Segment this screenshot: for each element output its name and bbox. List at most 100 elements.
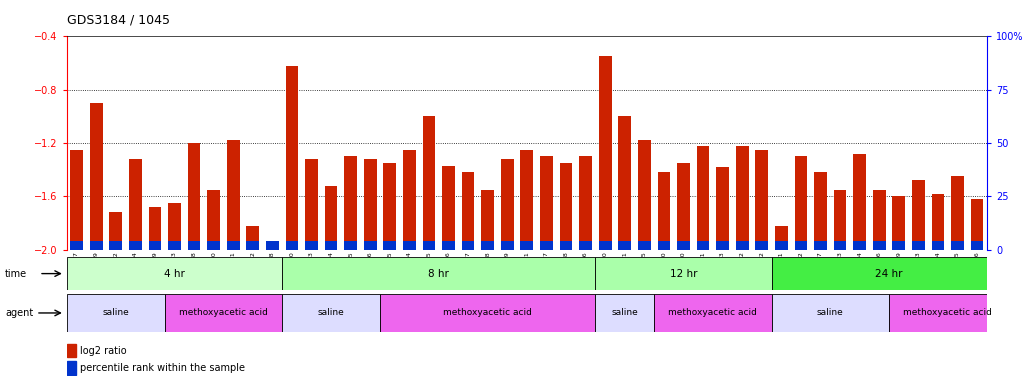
Bar bbox=[266, 241, 279, 250]
Bar bbox=[325, 186, 337, 250]
Bar bbox=[775, 241, 787, 250]
Bar bbox=[520, 241, 534, 250]
Bar bbox=[364, 241, 376, 250]
Bar bbox=[598, 241, 612, 250]
Bar bbox=[717, 167, 729, 250]
Bar bbox=[697, 146, 709, 250]
Bar bbox=[227, 241, 240, 250]
Bar bbox=[149, 241, 161, 250]
Bar bbox=[912, 241, 925, 250]
Text: agent: agent bbox=[5, 308, 33, 318]
Bar bbox=[775, 226, 787, 250]
Bar bbox=[462, 241, 475, 250]
Bar bbox=[70, 241, 83, 250]
Bar bbox=[67, 257, 282, 290]
Bar bbox=[149, 207, 161, 250]
Bar bbox=[89, 241, 103, 250]
Bar bbox=[795, 241, 807, 250]
Bar bbox=[736, 241, 748, 250]
Bar bbox=[462, 172, 475, 250]
Bar bbox=[520, 150, 534, 250]
Bar bbox=[501, 241, 514, 250]
Bar bbox=[814, 172, 827, 250]
Bar bbox=[403, 241, 415, 250]
Bar bbox=[658, 241, 670, 250]
Text: 8 hr: 8 hr bbox=[429, 268, 449, 279]
Bar bbox=[873, 241, 885, 250]
Bar bbox=[598, 56, 612, 250]
Bar bbox=[423, 116, 435, 250]
Bar bbox=[931, 241, 945, 250]
Bar bbox=[227, 141, 240, 250]
Bar bbox=[442, 166, 455, 250]
Bar bbox=[736, 146, 748, 250]
Bar bbox=[579, 156, 592, 250]
Bar bbox=[853, 241, 866, 250]
Bar bbox=[282, 294, 380, 332]
Bar bbox=[873, 190, 885, 250]
Bar bbox=[128, 241, 142, 250]
Bar bbox=[423, 241, 435, 250]
Bar bbox=[951, 241, 964, 250]
Bar bbox=[595, 257, 772, 290]
Bar bbox=[772, 257, 1006, 290]
Bar bbox=[188, 241, 200, 250]
Text: methoxyacetic acid: methoxyacetic acid bbox=[179, 308, 268, 318]
Bar bbox=[501, 159, 514, 250]
Bar bbox=[540, 156, 553, 250]
Bar bbox=[559, 241, 573, 250]
Bar bbox=[325, 241, 337, 250]
Bar bbox=[247, 226, 259, 250]
Text: 24 hr: 24 hr bbox=[875, 268, 903, 279]
Bar bbox=[208, 190, 220, 250]
Bar bbox=[266, 243, 279, 250]
Bar bbox=[892, 196, 905, 250]
Bar bbox=[892, 241, 905, 250]
Bar bbox=[403, 150, 415, 250]
Bar bbox=[853, 154, 866, 250]
Text: percentile rank within the sample: percentile rank within the sample bbox=[80, 363, 245, 373]
Bar bbox=[931, 194, 945, 250]
Bar bbox=[772, 294, 889, 332]
Text: saline: saline bbox=[318, 308, 344, 318]
Bar bbox=[795, 156, 807, 250]
Bar bbox=[619, 116, 631, 250]
Text: methoxyacetic acid: methoxyacetic acid bbox=[904, 308, 992, 318]
Bar bbox=[970, 199, 984, 250]
Text: time: time bbox=[5, 268, 28, 279]
Text: saline: saline bbox=[612, 308, 638, 318]
Text: log2 ratio: log2 ratio bbox=[80, 346, 126, 356]
Bar bbox=[364, 159, 376, 250]
Text: methoxyacetic acid: methoxyacetic acid bbox=[443, 308, 533, 318]
Bar bbox=[619, 241, 631, 250]
Text: 12 hr: 12 hr bbox=[669, 268, 697, 279]
Bar bbox=[188, 143, 200, 250]
Bar bbox=[889, 294, 1006, 332]
Bar bbox=[109, 212, 122, 250]
Bar bbox=[540, 241, 553, 250]
Bar bbox=[677, 163, 690, 250]
Bar bbox=[380, 294, 595, 332]
Bar bbox=[89, 103, 103, 250]
Bar bbox=[658, 172, 670, 250]
Bar bbox=[286, 241, 298, 250]
Bar bbox=[383, 241, 396, 250]
Bar bbox=[579, 241, 592, 250]
Text: saline: saline bbox=[103, 308, 130, 318]
Text: GDS3184 / 1045: GDS3184 / 1045 bbox=[67, 13, 170, 26]
Bar bbox=[67, 361, 76, 375]
Text: 4 hr: 4 hr bbox=[164, 268, 185, 279]
Bar bbox=[344, 156, 357, 250]
Bar bbox=[756, 241, 768, 250]
Bar bbox=[951, 176, 964, 250]
Bar bbox=[814, 241, 827, 250]
Bar bbox=[912, 180, 925, 250]
Bar bbox=[677, 241, 690, 250]
Bar bbox=[638, 241, 651, 250]
Text: methoxyacetic acid: methoxyacetic acid bbox=[668, 308, 758, 318]
Bar bbox=[286, 66, 298, 250]
Text: saline: saline bbox=[817, 308, 844, 318]
Bar bbox=[638, 141, 651, 250]
Bar bbox=[383, 163, 396, 250]
Bar bbox=[282, 257, 595, 290]
